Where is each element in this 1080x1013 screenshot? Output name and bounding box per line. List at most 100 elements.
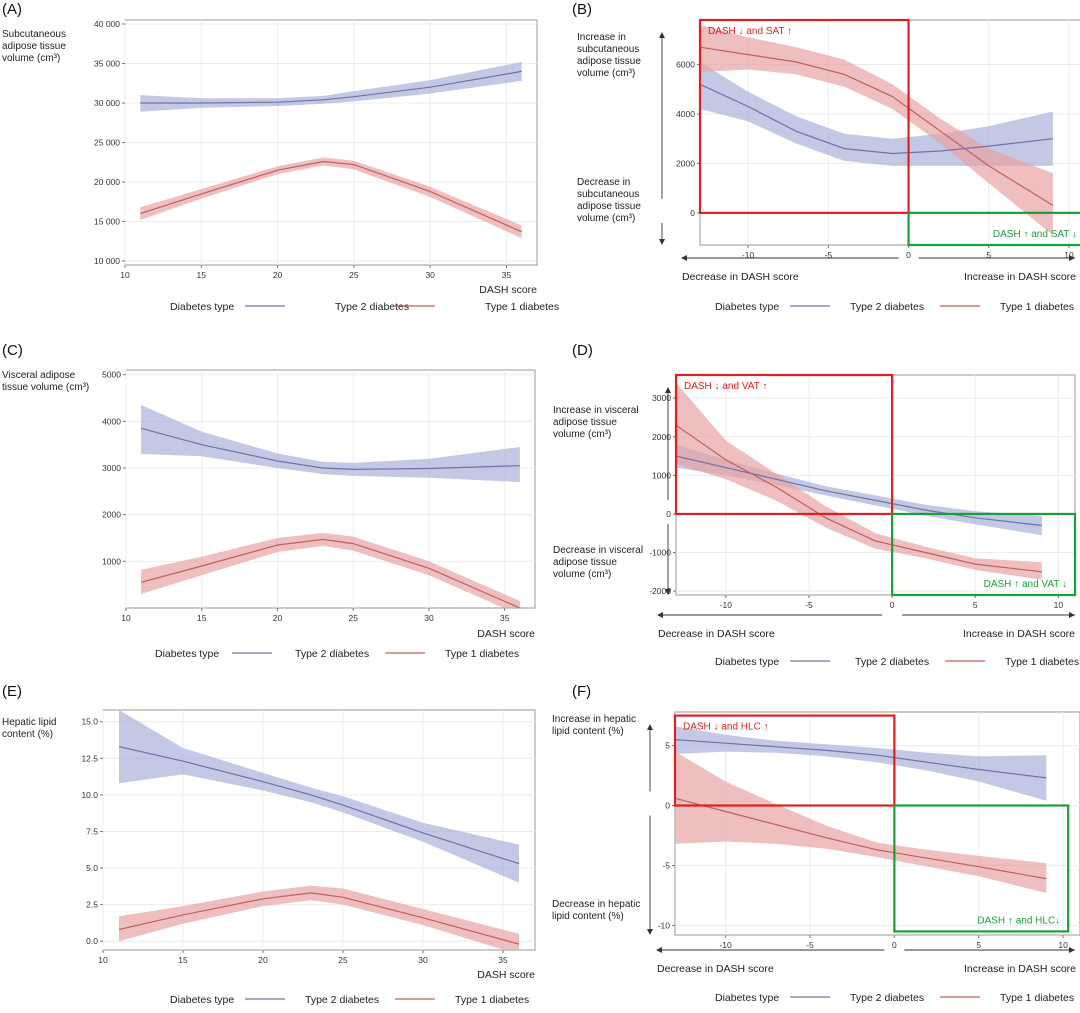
confidence-band (676, 444, 1042, 536)
quadrant-red-box (698, 18, 910, 214)
y-axis-label: volume (cm³) (2, 53, 60, 64)
legend-label-type1: Type 1 diabetes (445, 648, 519, 660)
arrowhead-left (657, 612, 663, 618)
x-tick-label: -5 (825, 250, 833, 260)
panel-6: (F) -10 -5 0 5 10 -10 -5 0 5 DASH ↓ and HLC ↑ DASH … (552, 683, 1080, 1004)
y-tick-label: 0.0 (86, 936, 98, 946)
legend-title: Diabetes type (715, 656, 779, 668)
series-line (140, 538, 521, 608)
y-tick-label: 10 000 (94, 256, 120, 266)
quadrant-green-box (891, 512, 1077, 597)
confidence-band (675, 751, 1047, 893)
y-tick-label: 30 000 (94, 98, 120, 108)
y-tick-label: 2000 (652, 432, 671, 442)
x-tick-label: 0 (906, 250, 911, 260)
legend-title: Diabetes type (155, 648, 219, 660)
y-axis-label: Visceral adipose (2, 370, 76, 381)
x-tick-label: 15 (197, 270, 207, 280)
y-increase-label: Increase in hepatic (552, 714, 636, 725)
arrowhead-right (1069, 255, 1075, 261)
y-tick-label: 25 000 (94, 138, 120, 148)
confidence-band (119, 885, 519, 950)
x-tick-label: 10 (1058, 940, 1068, 950)
y-tick-label: -2000 (649, 586, 671, 596)
x-tick-label: 35 (498, 955, 508, 965)
x-tick-label: 30 (424, 613, 434, 623)
decrease-dash-label: Decrease in DASH score (657, 963, 774, 975)
panel-3: (C) 10 15 20 25 30 35 1000 2000 3000 4000 5000 Visce… (2, 342, 536, 660)
y-decrease-label: volume (cm³) (553, 569, 611, 580)
y-tick-label: 1000 (652, 470, 671, 480)
y-axis-label: adipose tissue (2, 41, 66, 52)
arrowhead-down (659, 239, 665, 245)
x-tick-label: 10 (1064, 250, 1074, 260)
legend-label-type1: Type 1 diabetes (1005, 656, 1079, 668)
panel-letter: (D) (572, 342, 593, 359)
legend-label-type2: Type 2 diabetes (295, 648, 369, 660)
y-tick-label: 2000 (102, 510, 121, 520)
x-tick-label: 15 (178, 955, 188, 965)
series-line (118, 892, 520, 945)
panel-5: (E) 10 15 20 25 30 35 0.0 2.5 5.0 7.5 10.0 12.5 15.0 H… (2, 683, 536, 1006)
y-tick-label: 3000 (652, 393, 671, 403)
panel-letter: (E) (2, 683, 22, 700)
panel-letter: (A) (2, 1, 22, 18)
x-tick-label: 15 (197, 613, 207, 623)
y-tick-label: 5000 (102, 370, 121, 380)
y-increase-label: subcutaneous (577, 44, 639, 55)
y-increase-label: Increase in (577, 32, 626, 43)
increase-dash-label: Increase in DASH score (964, 963, 1076, 975)
legend-title: Diabetes type (715, 992, 779, 1004)
x-tick-label: 20 (258, 955, 268, 965)
x-tick-label: -5 (805, 600, 813, 610)
y-tick-label: 15 000 (94, 217, 120, 227)
confidence-band (119, 710, 519, 883)
quadrant-red-label: DASH ↓ and VAT ↑ (684, 381, 767, 392)
panel-2: (B) -10 -5 0 5 10 0 2000 4000 6000 DASH ↓ and SAT … (572, 1, 1080, 313)
x-tick-label: 25 (349, 270, 359, 280)
legend-label-type1: Type 1 diabetes (455, 994, 529, 1006)
legend-title: Diabetes type (715, 301, 779, 313)
arrowhead-left (656, 947, 662, 953)
y-tick-label: 2000 (676, 158, 695, 168)
x-axis-label: DASH score (477, 628, 535, 640)
y-tick-label: -10 (658, 920, 671, 930)
increase-dash-label: Increase in DASH score (963, 628, 1075, 640)
x-tick-label: 5 (986, 250, 991, 260)
y-tick-label: 15.0 (81, 717, 98, 727)
y-decrease-label: subcutaneous (577, 189, 639, 200)
y-tick-label: 10.0 (81, 790, 98, 800)
y-decrease-label: Decrease in visceral (553, 545, 643, 556)
x-tick-label: 0 (892, 940, 897, 950)
x-tick-label: -10 (742, 250, 755, 260)
quadrant-green-label: DASH ↑ and HLC↓ (977, 915, 1060, 926)
series-line (676, 424, 1042, 573)
series-line (140, 70, 522, 104)
decrease-dash-label: Decrease in DASH score (682, 271, 799, 283)
x-tick-label: 25 (338, 955, 348, 965)
x-tick-label: 10 (120, 270, 130, 280)
x-tick-label: 10 (98, 955, 108, 965)
arrowhead-left (681, 255, 687, 261)
legend-title: Diabetes type (170, 301, 234, 313)
x-tick-label: 25 (348, 613, 358, 623)
y-tick-label: 7.5 (86, 826, 98, 836)
y-decrease-label: Decrease in hepatic (552, 899, 640, 910)
panel-letter: (B) (572, 1, 592, 18)
series-line (140, 427, 520, 471)
y-decrease-label: adipose tissue (553, 557, 617, 568)
y-tick-label: 4000 (676, 109, 695, 119)
arrowhead-up (665, 387, 671, 393)
x-tick-label: 30 (425, 270, 435, 280)
series-line (676, 455, 1042, 527)
x-axis-label: DASH score (479, 284, 537, 296)
x-tick-label: 5 (976, 940, 981, 950)
y-decrease-label: lipid content (%) (552, 911, 624, 922)
panel-letter: (C) (2, 342, 23, 359)
panel-1: (A) 10 15 20 25 30 35 10 000 15 000 20 000 25 000 3… (2, 1, 559, 313)
y-tick-label: -1000 (649, 548, 671, 558)
y-tick-label: 12.5 (81, 753, 98, 763)
x-tick-label: 30 (418, 955, 428, 965)
y-decrease-label: Decrease in (577, 177, 630, 188)
y-tick-label: 1000 (102, 556, 121, 566)
